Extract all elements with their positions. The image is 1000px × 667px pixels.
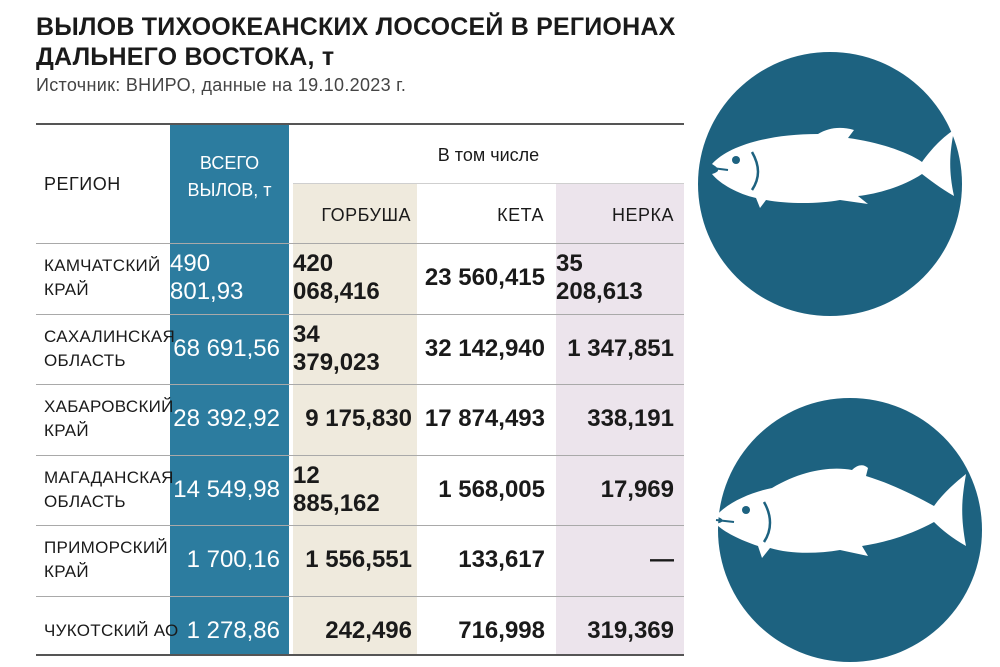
row-region: МАГАДАНСКАЯ ОБЛАСТЬ	[44, 455, 174, 526]
cell-gorbusha: 242,496	[325, 616, 412, 644]
row-divider	[36, 525, 684, 526]
humpback-salmon-icon	[715, 465, 966, 558]
total-column-band	[170, 123, 289, 656]
cell-total: 14 549,98	[173, 475, 280, 503]
salmon-icon	[711, 127, 954, 208]
cell-keta: 133,617	[458, 546, 545, 574]
chart-title: ВЫЛОВ ТИХООКЕАНСКИХ ЛОСОСЕЙ В РЕГИОНАХ Д…	[36, 13, 676, 71]
region-label-line: ПРИМОРСКИЙ	[44, 538, 168, 558]
region-label-line: КРАЙ	[44, 421, 89, 441]
cell-total: 1 700,16	[186, 546, 280, 574]
table-top-rule	[36, 123, 684, 125]
cell-total: 1 278,86	[186, 616, 280, 644]
row-divider	[36, 454, 684, 456]
region-label-line: ХАБАРОВСКИЙ	[44, 397, 174, 417]
row-region: ХАБАРОВСКИЙ КРАЙ	[44, 384, 174, 455]
subheader-divider	[293, 183, 684, 184]
cell-total: 68 691,56	[173, 334, 280, 362]
table-bottom-rule	[36, 654, 684, 656]
nerka-column-band	[556, 183, 684, 656]
row-region: ПРИМОРСКИЙ КРАЙ	[44, 525, 168, 596]
cell-total: 28 392,92	[173, 405, 280, 433]
row-divider	[36, 384, 684, 385]
region-label-line: КРАЙ	[44, 280, 89, 300]
region-label-line: КРАЙ	[44, 562, 89, 582]
cell-nerka: —	[650, 546, 674, 574]
header-total: ВСЕГО ВЫЛОВ, т	[170, 150, 289, 204]
cell-nerka: 35 208,613	[556, 250, 643, 306]
cell-nerka: 338,191	[587, 405, 674, 433]
cell-keta: 32 142,940	[424, 334, 545, 362]
cell-keta: 1 568,005	[438, 475, 545, 503]
region-label-line: САХАЛИНСКАЯ	[44, 326, 176, 346]
row-region: САХАЛИНСКАЯ ОБЛАСТЬ	[44, 314, 175, 385]
row-divider	[36, 595, 684, 597]
cell-nerka: 1 347,851	[567, 334, 674, 362]
cell-gorbusha: 1 556,551	[305, 546, 412, 574]
cell-keta: 716,998	[458, 616, 545, 644]
cell-total: 490 801,93	[170, 250, 244, 306]
region-label-line: ОБЛАСТЬ	[44, 491, 126, 511]
header-group: В том числе	[437, 144, 540, 165]
region-label-line: КАМЧАТСКИЙ	[44, 256, 161, 276]
cell-keta: 17 874,493	[424, 405, 545, 433]
region-label-line: ОБЛАСТЬ	[44, 350, 126, 370]
gorbusha-column-band	[293, 183, 417, 656]
cell-nerka: 319,369	[587, 616, 674, 644]
cell-nerka: 17,969	[600, 475, 674, 503]
header-gorbusha: ГОРБУША	[321, 204, 411, 225]
cell-gorbusha: 420 068,416	[293, 250, 380, 306]
region-label-line: МАГАДАНСКАЯ	[44, 467, 174, 487]
row-region: КАМЧАТСКИЙ КРАЙ	[44, 243, 161, 314]
cell-keta: 23 560,415	[424, 264, 545, 292]
header-region: РЕГИОН	[44, 173, 121, 194]
header-total-line2: ВЫЛОВ, т	[187, 180, 272, 200]
header-keta: КЕТА	[497, 204, 544, 225]
cell-gorbusha: 9 175,830	[305, 405, 412, 433]
cell-gorbusha: 34 379,023	[293, 320, 380, 376]
header-total-line1: ВСЕГО	[199, 153, 260, 173]
row-divider	[36, 313, 684, 315]
cell-gorbusha: 12 885,162	[293, 461, 380, 517]
row-region: ЧУКОТСКИЙ АО	[44, 596, 179, 667]
header-nerka: НЕРКА	[611, 204, 674, 225]
source-note: Источник: ВНИРО, данные на 19.10.2023 г.	[36, 75, 407, 95]
row-divider	[36, 243, 684, 244]
region-label-line: ЧУКОТСКИЙ АО	[44, 620, 179, 640]
